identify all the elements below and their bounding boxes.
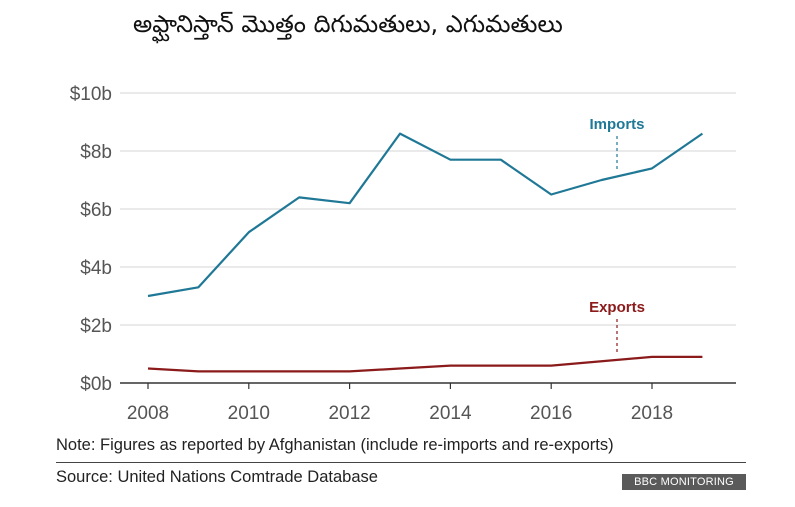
series-lines xyxy=(147,132,704,373)
x-tick-label: 2014 xyxy=(429,403,472,424)
divider xyxy=(56,462,746,463)
y-tick-label: $4b xyxy=(80,258,112,279)
chart-note: Note: Figures as reported by Afghanistan… xyxy=(56,436,614,454)
chart-source: Source: United Nations Comtrade Database xyxy=(56,468,378,486)
x-axis: 2008 2010 2012 2014 2016 2018 xyxy=(120,382,736,424)
exports-label: Exports xyxy=(589,299,645,316)
x-tick-label: 2012 xyxy=(328,403,370,424)
bbc-monitoring-badge: BBC MONITORING xyxy=(622,474,746,490)
gridlines xyxy=(120,92,736,326)
imports-label: Imports xyxy=(589,116,644,133)
x-tick-label: 2008 xyxy=(127,403,169,424)
imports-line xyxy=(147,132,704,298)
x-tick-label: 2018 xyxy=(631,403,673,424)
x-tick-label: 2016 xyxy=(530,403,572,424)
y-tick-label: $6b xyxy=(80,200,112,221)
y-tick-label: $8b xyxy=(80,142,112,163)
y-tick-label: $10b xyxy=(70,84,112,105)
y-tick-label: $2b xyxy=(80,316,112,337)
series-labels: Imports Exports xyxy=(589,116,645,355)
x-tick-label: 2010 xyxy=(228,403,270,424)
y-tick-label: $0b xyxy=(80,374,112,395)
line-chart: $0b $2b $4b $6b $8b $10b 2008 2010 2012 2014 2016… xyxy=(70,84,736,424)
chart-title: అఫ్ఘానిస్తాన్ మొత్తం దిగుమతులు, ఎగుమతులు xyxy=(133,10,563,38)
exports-line xyxy=(147,355,703,373)
y-axis-ticks: $0b $2b $4b $6b $8b $10b xyxy=(70,84,112,395)
